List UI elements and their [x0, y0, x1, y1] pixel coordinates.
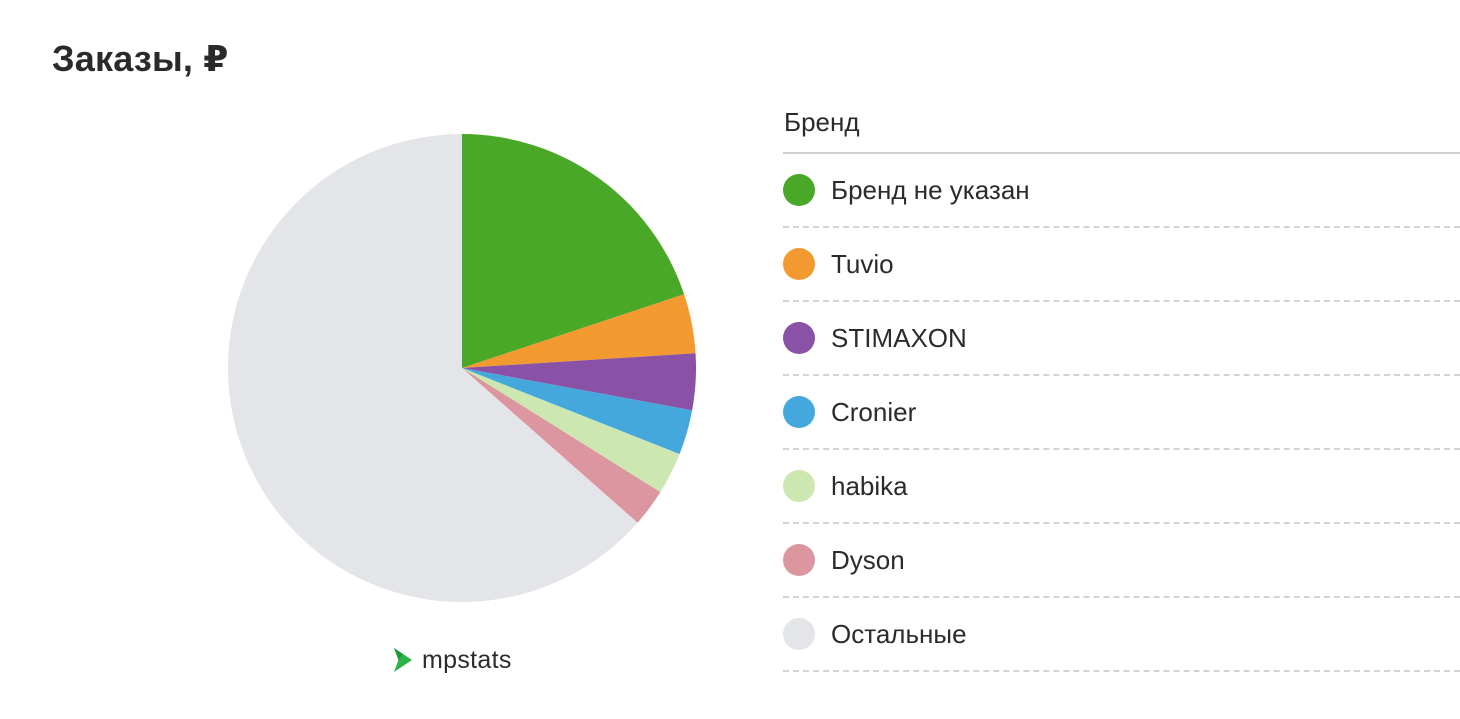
- pie-slice-1[interactable]: [462, 294, 696, 368]
- legend: Бренд Бренд не указан Tuvio STIMAXON Cronie…: [783, 92, 1460, 672]
- legend-label: Dyson: [831, 544, 905, 575]
- pie-slice-6[interactable]: [228, 134, 638, 602]
- logo-text: mpstats: [422, 645, 512, 674]
- legend-label: Tuvio: [831, 248, 894, 279]
- pie-slice-4[interactable]: [462, 368, 680, 493]
- pie-slice-3[interactable]: [462, 368, 693, 455]
- legend-color-dot: [783, 544, 815, 576]
- chart-title: Заказы, ₽: [52, 38, 229, 79]
- legend-items: Бренд не указан Tuvio STIMAXON Cronier habik…: [783, 154, 1460, 672]
- legend-color-dot: [783, 470, 815, 502]
- legend-item-6[interactable]: Остальные: [783, 598, 1460, 672]
- legend-label: Остальные: [831, 618, 967, 649]
- legend-label: habika: [831, 470, 908, 501]
- pie-slice-2[interactable]: [462, 353, 696, 411]
- legend-label: Бренд не указан: [831, 174, 1030, 205]
- legend-color-dot: [783, 618, 815, 650]
- legend-item-4[interactable]: habika: [783, 450, 1460, 524]
- legend-color-dot: [783, 174, 815, 206]
- legend-item-5[interactable]: Dyson: [783, 524, 1460, 598]
- legend-item-0[interactable]: Бренд не указан: [783, 154, 1460, 228]
- legend-header: Бренд: [783, 92, 1460, 154]
- legend-color-dot: [783, 248, 815, 280]
- pie-slice-0[interactable]: [462, 134, 685, 368]
- legend-item-2[interactable]: STIMAXON: [783, 302, 1460, 376]
- pie-chart: [228, 134, 696, 602]
- legend-color-dot: [783, 396, 815, 428]
- legend-item-3[interactable]: Cronier: [783, 376, 1460, 450]
- play-triangle-icon: [394, 648, 412, 672]
- legend-color-dot: [783, 322, 815, 354]
- legend-label: STIMAXON: [831, 322, 967, 353]
- legend-label: Cronier: [831, 396, 917, 427]
- legend-item-1[interactable]: Tuvio: [783, 228, 1460, 302]
- mpstats-logo: mpstats: [392, 644, 512, 676]
- pie-slice-5[interactable]: [462, 368, 661, 523]
